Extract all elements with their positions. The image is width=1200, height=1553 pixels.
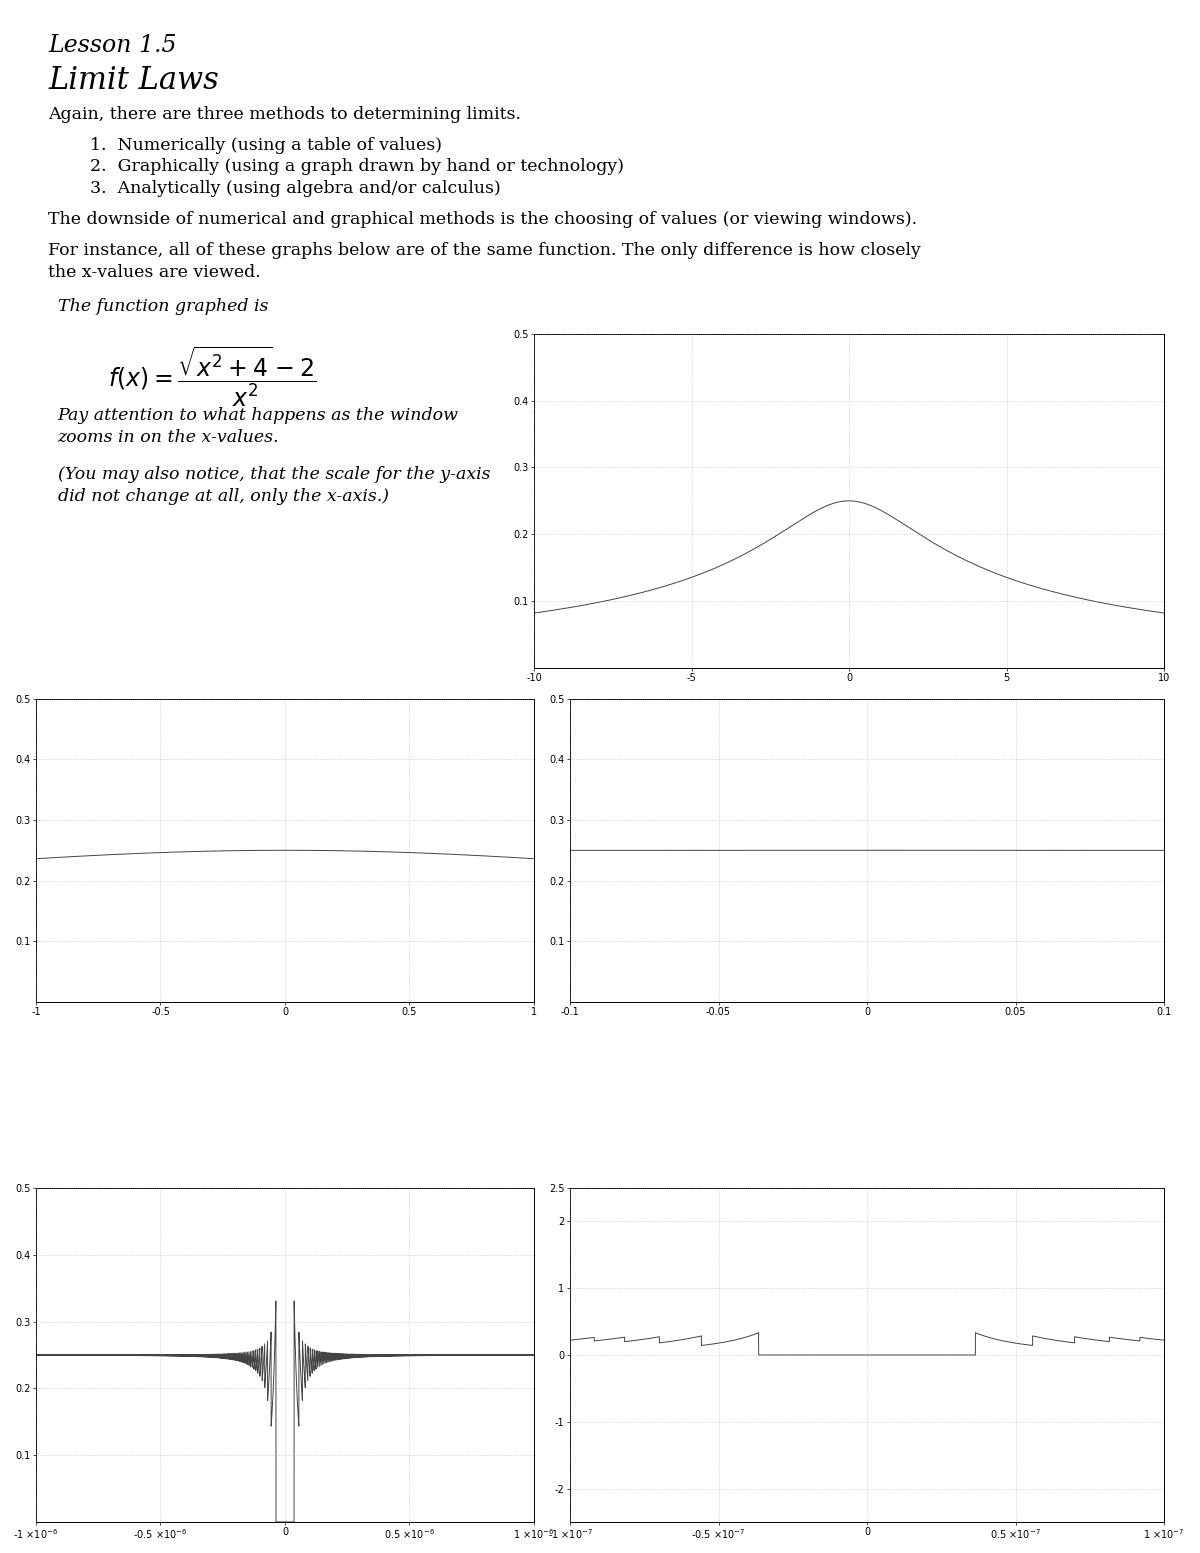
Text: the x-values are viewed.: the x-values are viewed. — [48, 264, 260, 281]
Text: The function graphed is: The function graphed is — [58, 298, 268, 315]
Text: 3.  Analytically (using algebra and/or calculus): 3. Analytically (using algebra and/or ca… — [90, 180, 500, 197]
Text: The downside of numerical and graphical methods is the choosing of values (or vi: The downside of numerical and graphical … — [48, 211, 917, 228]
Text: Again, there are three methods to determining limits.: Again, there are three methods to determ… — [48, 106, 521, 123]
Text: (You may also notice, that the scale for the y-axis: (You may also notice, that the scale for… — [58, 466, 490, 483]
Text: 2.  Graphically (using a graph drawn by hand or technology): 2. Graphically (using a graph drawn by h… — [90, 158, 624, 175]
Text: Pay attention to what happens as the window: Pay attention to what happens as the win… — [58, 407, 458, 424]
Text: zooms in on the x-values.: zooms in on the x-values. — [58, 429, 280, 446]
Text: 1.  Numerically (using a table of values): 1. Numerically (using a table of values) — [90, 137, 442, 154]
Text: did not change at all, only the x-axis.): did not change at all, only the x-axis.) — [58, 488, 389, 505]
Text: $f(x) = \dfrac{\sqrt{x^2 + 4} - 2}{x^2}$: $f(x) = \dfrac{\sqrt{x^2 + 4} - 2}{x^2}$ — [108, 345, 316, 408]
Text: Limit Laws: Limit Laws — [48, 65, 218, 96]
Text: Lesson 1.5: Lesson 1.5 — [48, 34, 176, 57]
Text: For instance, all of these graphs below are of the same function. The only diffe: For instance, all of these graphs below … — [48, 242, 920, 259]
